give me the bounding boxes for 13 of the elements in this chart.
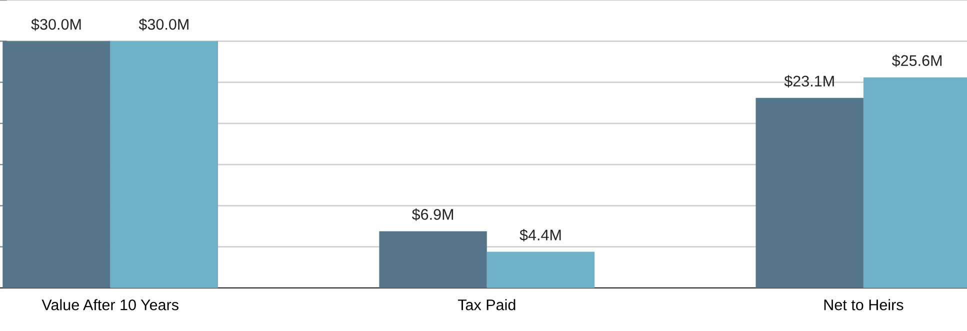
data-label: $25.6M bbox=[892, 54, 942, 67]
bar bbox=[486, 252, 595, 288]
x-tick-label: Tax Paid bbox=[458, 299, 516, 310]
bar bbox=[2, 41, 110, 288]
data-label: $30.0M bbox=[31, 18, 81, 31]
x-tick-label: Net to Heirs bbox=[824, 299, 904, 310]
data-label: $6.9M bbox=[412, 208, 454, 221]
data-label: $4.4M bbox=[520, 228, 561, 242]
x-tick-label: Value After 10 Years bbox=[42, 299, 178, 310]
data-label: $23.1M bbox=[784, 75, 834, 88]
bar bbox=[379, 231, 487, 288]
bar bbox=[110, 41, 218, 288]
data-label: $30.0M bbox=[138, 18, 188, 31]
